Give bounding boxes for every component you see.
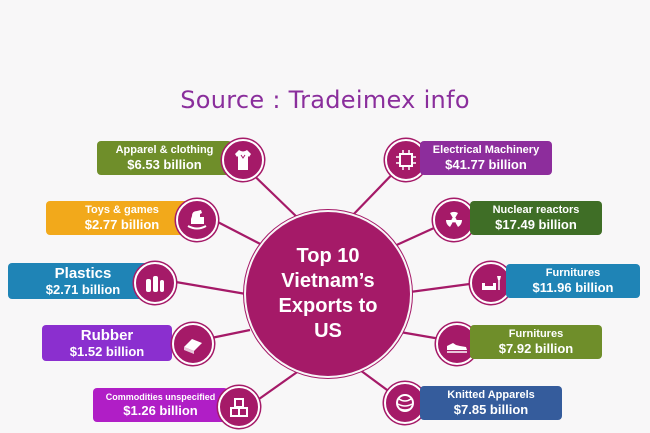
card-value: $1.52 billion [69, 343, 145, 359]
card-toys: Toys & games $2.77 billion [46, 201, 198, 235]
yarn-icon [384, 382, 426, 424]
card-label: Plastics [54, 264, 112, 282]
card-value: $41.77 billion [445, 156, 527, 172]
card-label: Electrical Machinery [432, 143, 540, 156]
card-plastics: Plastics $2.71 billion [8, 263, 158, 299]
card-commodities: Commodities unspecified $1.26 billion [93, 388, 228, 422]
card-label: Knitted Apparels [447, 388, 535, 401]
card-value: $7.85 billion [453, 401, 529, 417]
hub-title: Top 10 Vietnam’s Exports to US [278, 245, 378, 342]
card-label: Rubber [80, 326, 134, 344]
card-label: Commodities unspecified [105, 391, 216, 402]
chip-icon [385, 139, 427, 181]
card-label: Furnitures [545, 266, 601, 279]
card-apparel: Apparel & clothing $6.53 billion [97, 141, 232, 175]
bottles-icon [134, 262, 176, 304]
card-value: $1.26 billion [123, 402, 198, 418]
eraser-icon [172, 323, 214, 365]
card-value: $6.53 billion [127, 156, 202, 172]
card-label: Furnitures [508, 327, 564, 340]
card-value: $2.71 billion [45, 281, 121, 297]
card-label: Nuclear reactors [492, 203, 580, 216]
card-electrical: Electrical Machinery $41.77 billion [420, 141, 552, 175]
card-label: Toys & games [85, 203, 159, 216]
card-label: Apparel & clothing [115, 143, 214, 156]
source-title: Source : Tradeimex info [180, 86, 470, 114]
card-rubber: Rubber $1.52 billion [42, 325, 172, 361]
boxes-icon [218, 386, 260, 428]
card-furnitures-1: Furnitures $11.96 billion [506, 264, 640, 298]
card-value: $2.77 billion [84, 216, 160, 232]
hub-circle: Top 10 Vietnam’s Exports to US [246, 212, 410, 376]
card-value: $17.49 billion [495, 216, 577, 232]
card-value: $11.96 billion [532, 279, 614, 295]
shirt-icon [222, 139, 264, 181]
rocking-horse-icon [176, 199, 218, 241]
card-value: $7.92 billion [498, 340, 574, 356]
radiation-icon [433, 199, 475, 241]
card-furnitures-2: Furnitures $7.92 billion [470, 325, 602, 359]
card-knitted: Knitted Apparels $7.85 billion [420, 386, 562, 420]
card-nuclear: Nuclear reactors $17.49 billion [470, 201, 602, 235]
